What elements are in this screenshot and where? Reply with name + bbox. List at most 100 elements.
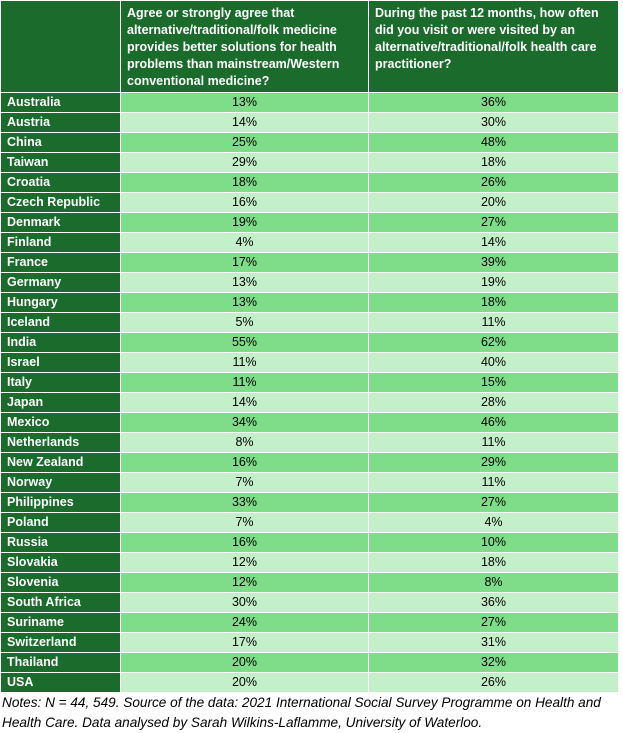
table-row: Mexico 34% 46% [0, 412, 619, 433]
country-cell: Slovenia [0, 572, 121, 593]
visited-value-cell: 11% [368, 432, 619, 453]
visited-value-cell: 26% [368, 672, 619, 693]
visited-value-cell: 18% [368, 292, 619, 313]
country-cell: Mexico [0, 412, 121, 433]
country-cell: Italy [0, 372, 121, 393]
country-cell: Austria [0, 112, 121, 133]
visited-value-cell: 62% [368, 332, 619, 353]
visited-value-cell: 39% [368, 252, 619, 273]
agree-value-cell: 7% [120, 472, 369, 493]
country-cell: China [0, 132, 121, 153]
country-cell: South Africa [0, 592, 121, 613]
table-row: Switzerland 17% 31% [0, 632, 619, 653]
table-row: Germany 13% 19% [0, 272, 619, 293]
header-row: Agree or strongly agree that alternative… [0, 0, 619, 93]
country-cell: Poland [0, 512, 121, 533]
table-row: Italy 11% 15% [0, 372, 619, 393]
agree-value-cell: 14% [120, 112, 369, 133]
visited-value-cell: 10% [368, 532, 619, 553]
country-cell: France [0, 252, 121, 273]
agree-value-cell: 17% [120, 632, 369, 653]
table-row: Australia 13% 36% [0, 92, 619, 113]
table-body: Australia 13% 36% Austria 14% 30% China 25% 48% T… [0, 92, 619, 693]
country-cell: Australia [0, 92, 121, 113]
table-row: Hungary 13% 18% [0, 292, 619, 313]
agree-value-cell: 14% [120, 392, 369, 413]
country-cell: Switzerland [0, 632, 121, 653]
visited-value-cell: 14% [368, 232, 619, 253]
agree-value-cell: 11% [120, 352, 369, 373]
table-row: Japan 14% 28% [0, 392, 619, 413]
table-row: Slovakia 12% 18% [0, 552, 619, 573]
visited-value-cell: 36% [368, 592, 619, 613]
country-cell: Croatia [0, 172, 121, 193]
table-row: Croatia 18% 26% [0, 172, 619, 193]
country-cell: USA [0, 672, 121, 693]
table-row: Finland 4% 14% [0, 232, 619, 253]
visited-value-cell: 32% [368, 652, 619, 673]
country-cell: Iceland [0, 312, 121, 333]
header-agree: Agree or strongly agree that alternative… [120, 0, 369, 93]
country-cell: New Zealand [0, 452, 121, 473]
agree-value-cell: 19% [120, 212, 369, 233]
table-row: South Africa 30% 36% [0, 592, 619, 613]
agree-value-cell: 13% [120, 92, 369, 113]
agree-value-cell: 13% [120, 272, 369, 293]
country-cell: India [0, 332, 121, 353]
table-row: India 55% 62% [0, 332, 619, 353]
country-cell: Denmark [0, 212, 121, 233]
table-row: France 17% 39% [0, 252, 619, 273]
agree-value-cell: 18% [120, 172, 369, 193]
visited-value-cell: 18% [368, 552, 619, 573]
agree-value-cell: 5% [120, 312, 369, 333]
visited-value-cell: 4% [368, 512, 619, 533]
table-row: USA 20% 26% [0, 672, 619, 693]
country-cell: Philippines [0, 492, 121, 513]
visited-value-cell: 46% [368, 412, 619, 433]
agree-value-cell: 34% [120, 412, 369, 433]
table-row: Poland 7% 4% [0, 512, 619, 533]
agree-value-cell: 33% [120, 492, 369, 513]
agree-value-cell: 16% [120, 532, 369, 553]
visited-value-cell: 27% [368, 612, 619, 633]
agree-value-cell: 20% [120, 652, 369, 673]
visited-value-cell: 15% [368, 372, 619, 393]
visited-value-cell: 48% [368, 132, 619, 153]
country-cell: Netherlands [0, 432, 121, 453]
agree-value-cell: 16% [120, 192, 369, 213]
table-row: Czech Republic 16% 20% [0, 192, 619, 213]
visited-value-cell: 26% [368, 172, 619, 193]
table-row: New Zealand 16% 29% [0, 452, 619, 473]
country-cell: Taiwan [0, 152, 121, 173]
visited-value-cell: 36% [368, 92, 619, 113]
visited-value-cell: 19% [368, 272, 619, 293]
agree-value-cell: 20% [120, 672, 369, 693]
country-cell: Suriname [0, 612, 121, 633]
survey-table: Agree or strongly agree that alternative… [0, 0, 619, 693]
agree-value-cell: 16% [120, 452, 369, 473]
agree-value-cell: 12% [120, 552, 369, 573]
country-cell: Japan [0, 392, 121, 413]
agree-value-cell: 12% [120, 572, 369, 593]
table-row: China 25% 48% [0, 132, 619, 153]
table-row: Suriname 24% 27% [0, 612, 619, 633]
table-row: Taiwan 29% 18% [0, 152, 619, 173]
visited-value-cell: 27% [368, 492, 619, 513]
country-cell: Germany [0, 272, 121, 293]
visited-value-cell: 8% [368, 572, 619, 593]
header-corner-cell [0, 0, 121, 93]
table-row: Philippines 33% 27% [0, 492, 619, 513]
agree-value-cell: 17% [120, 252, 369, 273]
table-row: Thailand 20% 32% [0, 652, 619, 673]
agree-value-cell: 11% [120, 372, 369, 393]
agree-value-cell: 24% [120, 612, 369, 633]
table-row: Israel 11% 40% [0, 352, 619, 373]
country-cell: Finland [0, 232, 121, 253]
visited-value-cell: 11% [368, 312, 619, 333]
visited-value-cell: 27% [368, 212, 619, 233]
country-cell: Thailand [0, 652, 121, 673]
visited-value-cell: 29% [368, 452, 619, 473]
country-cell: Czech Republic [0, 192, 121, 213]
country-cell: Russia [0, 532, 121, 553]
table-row: Russia 16% 10% [0, 532, 619, 553]
